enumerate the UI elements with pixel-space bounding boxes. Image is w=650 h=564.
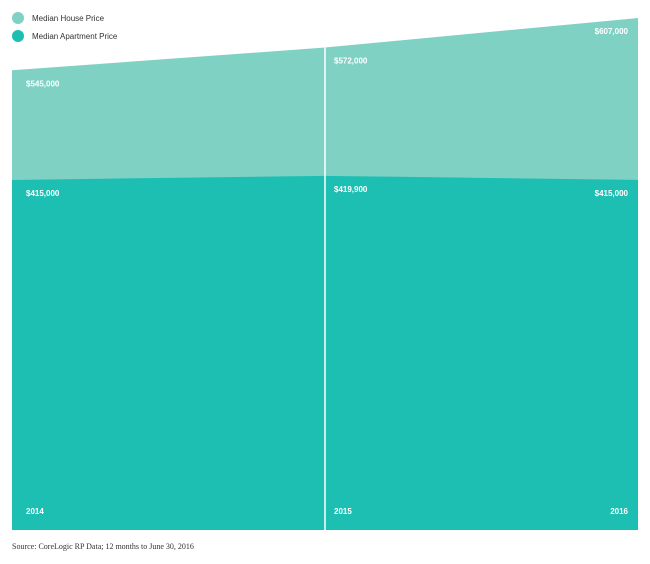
data-label-house-2016: $607,000 — [595, 27, 629, 36]
legend-label-house: Median House Price — [32, 13, 105, 23]
x-tick-label-2015: 2015 — [334, 507, 352, 516]
x-tick-label-2016: 2016 — [610, 507, 628, 516]
data-label-apartment-2014: $415,000 — [26, 189, 60, 198]
x-tick-label-2014: 2014 — [26, 507, 44, 516]
legend-item-house: Median House Price — [12, 10, 117, 26]
data-label-apartment-2016: $415,000 — [595, 189, 629, 198]
legend-swatch-house — [12, 12, 24, 24]
legend-label-apartment: Median Apartment Price — [32, 31, 118, 41]
legend-swatch-apartment — [12, 30, 24, 42]
data-label-house-2014: $545,000 — [26, 79, 60, 88]
data-label-house-2015: $572,000 — [334, 57, 368, 66]
data-label-apartment-2015: $419,900 — [334, 185, 368, 194]
legend: Median House Price Median Apartment Pric… — [12, 10, 117, 46]
source-note: Source: CoreLogic RP Data; 12 months to … — [12, 542, 194, 551]
legend-item-apartment: Median Apartment Price — [12, 28, 117, 44]
